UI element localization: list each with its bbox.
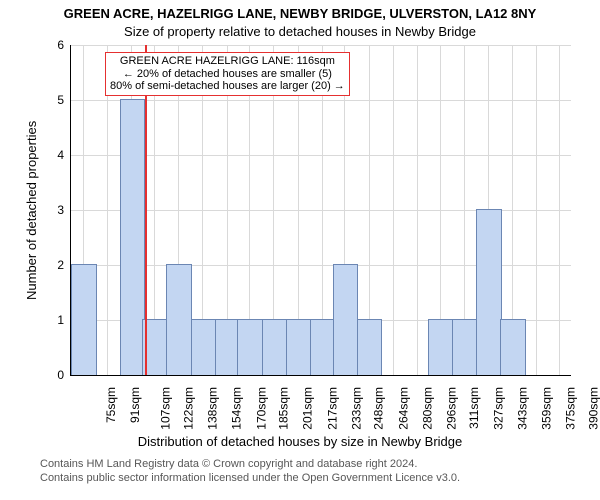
chart-title-line1: GREEN ACRE, HAZELRIGG LANE, NEWBY BRIDGE… <box>0 6 600 21</box>
histogram-bar <box>191 319 217 375</box>
ytick-label: 4 <box>44 148 64 162</box>
gridline-v <box>536 45 537 375</box>
ytick-label: 2 <box>44 258 64 272</box>
histogram-bar <box>166 264 192 375</box>
histogram-bar <box>333 264 359 375</box>
histogram-bar <box>237 319 263 375</box>
histogram-bar <box>452 319 478 375</box>
ytick-label: 5 <box>44 93 64 107</box>
xtick-label: 138sqm <box>206 387 220 430</box>
xtick-label: 217sqm <box>325 387 339 430</box>
xtick-label: 107sqm <box>159 387 173 430</box>
histogram-bar <box>357 319 383 375</box>
xtick-label: 264sqm <box>396 387 410 430</box>
xtick-label: 343sqm <box>516 387 530 430</box>
ytick-label: 6 <box>44 38 64 52</box>
xtick-label: 375sqm <box>564 387 578 430</box>
ytick-label: 0 <box>44 368 64 382</box>
annotation-line2: ← 20% of detached houses are smaller (5) <box>110 68 345 81</box>
histogram-bar <box>262 319 288 375</box>
chart-title-line2: Size of property relative to detached ho… <box>0 24 600 39</box>
histogram-bar <box>286 319 312 375</box>
xtick-label: 280sqm <box>420 387 434 430</box>
annotation-line1: GREEN ACRE HAZELRIGG LANE: 116sqm <box>110 55 345 68</box>
footer-line2: Contains public sector information licen… <box>40 472 460 485</box>
annotation-line3: 80% of semi-detached houses are larger (… <box>110 80 345 93</box>
footer-line1: Contains HM Land Registry data © Crown c… <box>40 458 417 471</box>
x-axis-label: Distribution of detached houses by size … <box>0 434 600 449</box>
xtick-label: 185sqm <box>277 387 291 430</box>
ytick-label: 1 <box>44 313 64 327</box>
xtick-label: 359sqm <box>540 387 554 430</box>
xtick-label: 75sqm <box>104 387 118 423</box>
histogram-bar <box>71 264 97 375</box>
xtick-label: 390sqm <box>587 387 600 430</box>
gridline-v <box>393 45 394 375</box>
xtick-label: 201sqm <box>301 387 315 430</box>
y-axis-label: Number of detached properties <box>24 120 39 299</box>
xtick-label: 170sqm <box>254 387 268 430</box>
xtick-label: 296sqm <box>445 387 459 430</box>
histogram-bar <box>500 319 526 375</box>
xtick-label: 91sqm <box>128 387 142 423</box>
histogram-bar <box>476 209 502 375</box>
xtick-label: 311sqm <box>466 387 480 429</box>
xtick-label: 327sqm <box>491 387 505 430</box>
annotation-box: GREEN ACRE HAZELRIGG LANE: 116sqm← 20% o… <box>105 52 350 96</box>
ytick-label: 3 <box>44 203 64 217</box>
gridline-v <box>417 45 418 375</box>
gridline-v <box>559 45 560 375</box>
xtick-label: 154sqm <box>230 387 244 430</box>
xtick-label: 122sqm <box>182 387 196 430</box>
histogram-bar <box>428 319 454 375</box>
xtick-label: 248sqm <box>372 387 386 430</box>
xtick-label: 233sqm <box>349 387 363 430</box>
